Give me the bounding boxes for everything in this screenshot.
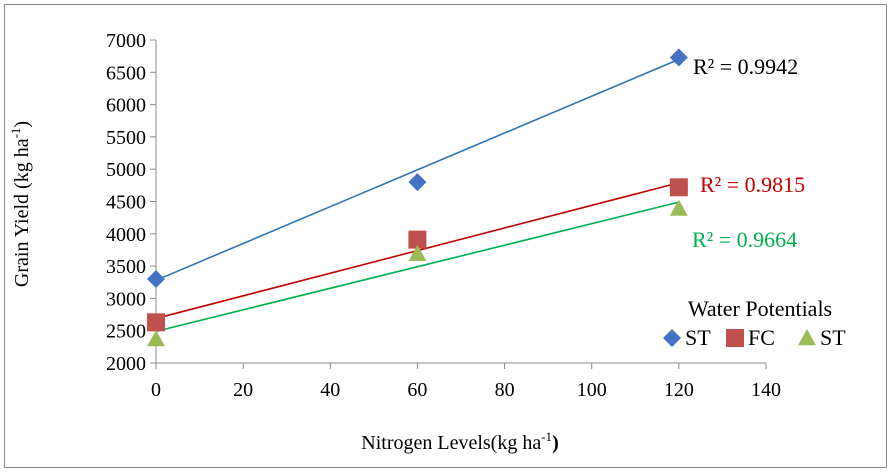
legend-label-series-1: ST bbox=[685, 325, 711, 350]
y-tick-label: 4500 bbox=[106, 192, 146, 214]
y-tick-label: 7000 bbox=[106, 30, 146, 52]
trendline-series-3 bbox=[155, 201, 680, 333]
y-tick-label: 4000 bbox=[106, 224, 146, 246]
data-point-series-3 bbox=[669, 199, 688, 216]
data-point-series-1 bbox=[408, 173, 427, 192]
chart-frame bbox=[4, 4, 887, 468]
x-tick-label: 140 bbox=[751, 379, 781, 401]
y-tick-label: 3500 bbox=[106, 256, 146, 278]
legend-marker-series-3 bbox=[798, 329, 816, 346]
trendline-series-1 bbox=[155, 58, 680, 282]
legend-marker-series-1 bbox=[663, 329, 681, 347]
y-tick-label: 6500 bbox=[106, 62, 146, 84]
y-tick-label: 5000 bbox=[106, 159, 146, 181]
data-point-series-1 bbox=[669, 48, 688, 67]
x-tick-label: 80 bbox=[495, 379, 515, 401]
data-point-series-2 bbox=[669, 178, 688, 197]
y-tick-label: 3000 bbox=[106, 288, 146, 310]
data-point-series-2 bbox=[147, 313, 165, 332]
y-axis-title: Grain Yield (kg ha-1) bbox=[8, 121, 33, 287]
trendlines bbox=[155, 58, 680, 333]
axis-titles: Nitrogen Levels(kg ha-1) Grain Yield (kg … bbox=[8, 121, 559, 454]
legend-title: Water Potentials bbox=[688, 296, 832, 321]
axes: 2000 2500 3000 3500 4000 4500 5000 5500 6000 6500… bbox=[106, 30, 781, 401]
data-point-series-1 bbox=[147, 270, 165, 289]
y-tick-label: 5500 bbox=[106, 127, 146, 149]
data-point-series-2 bbox=[408, 230, 427, 249]
r2-labels: R² = 0.9942 R² = 0.9815 R² = 0.9664 bbox=[692, 54, 805, 252]
x-tick-label: 20 bbox=[233, 379, 253, 401]
x-tick-label: 60 bbox=[407, 379, 427, 401]
r2-label-series-2: R² = 0.9815 bbox=[700, 172, 805, 197]
data-point-series-3 bbox=[147, 330, 165, 347]
r2-label-series-3: R² = 0.9664 bbox=[692, 227, 797, 252]
y-tick-label: 2500 bbox=[106, 321, 146, 343]
y-tick-label: 6000 bbox=[106, 95, 146, 117]
x-tick-label: 0 bbox=[151, 379, 161, 401]
r2-label-series-1: R² = 0.9942 bbox=[693, 54, 798, 79]
legend-label-series-2: FC bbox=[748, 325, 775, 350]
data-point-series-3 bbox=[408, 244, 427, 262]
legend-marker-series-2 bbox=[726, 329, 744, 347]
data-markers bbox=[147, 48, 688, 347]
x-tick-label: 100 bbox=[577, 379, 607, 401]
legend: Water Potentials ST FC ST bbox=[663, 296, 846, 350]
x-tick-label: 120 bbox=[664, 379, 694, 401]
x-axis-title: Nitrogen Levels(kg ha-1) bbox=[361, 429, 558, 454]
x-tick-label: 40 bbox=[320, 379, 340, 401]
y-tick-label: 2000 bbox=[106, 353, 146, 375]
legend-label-series-3: ST bbox=[820, 325, 846, 350]
